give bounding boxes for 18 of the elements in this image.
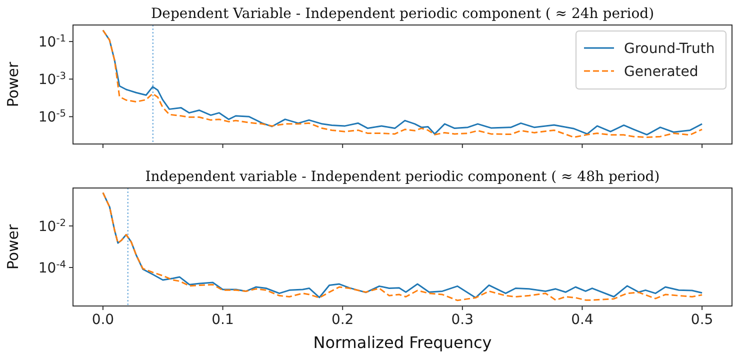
x-tick-label: 0.4 xyxy=(571,312,594,328)
x-tick-label: 0.5 xyxy=(690,312,714,328)
x-tick-label: 0.2 xyxy=(331,312,354,328)
y-tick-label: 10$^{-3}$ xyxy=(38,70,66,88)
x-tick-label: 0.0 xyxy=(92,312,114,328)
y-tick-label: 10$^{-5}$ xyxy=(38,108,66,126)
legend-label: Ground-Truth xyxy=(624,41,715,57)
y-tick-label: 10$^{-2}$ xyxy=(38,217,66,235)
legend-label: Generated xyxy=(624,64,698,80)
y-tick-label: 10$^{-4}$ xyxy=(38,258,66,276)
x-tick-label: 0.3 xyxy=(451,312,474,328)
y-axis-title: Power xyxy=(4,60,22,108)
y-axis-title: Power xyxy=(4,223,22,270)
chart-title: Dependent Variable - Independent periodic component ( ≈ 24h period) xyxy=(150,6,654,22)
y-tick-label: 10$^{-1}$ xyxy=(38,33,66,51)
chart-title: Independent variable - Independent periodic component ( ≈ 48h period) xyxy=(145,169,660,185)
x-tick-label: 0.1 xyxy=(212,312,234,328)
x-axis-title: Normalized Frequency xyxy=(313,333,492,352)
